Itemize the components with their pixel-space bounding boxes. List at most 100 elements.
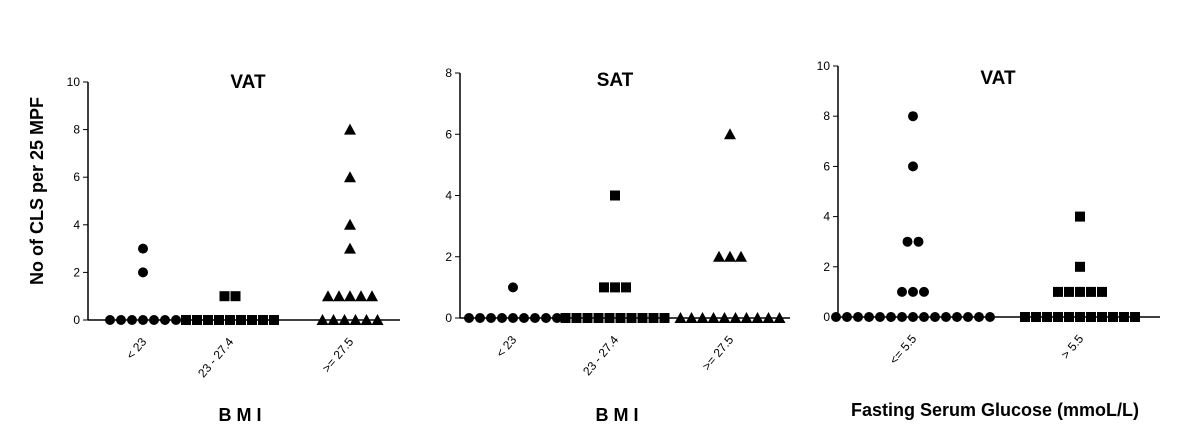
point [1031, 312, 1041, 322]
point [582, 313, 593, 323]
y-tick-label: 6 [445, 127, 452, 141]
point [610, 190, 620, 201]
point [192, 315, 202, 325]
point [735, 250, 747, 262]
y-tick-label: 10 [817, 59, 831, 73]
chart-title: VAT [980, 68, 1016, 89]
point [1020, 312, 1030, 322]
point [637, 313, 648, 323]
point [247, 315, 257, 325]
point [127, 315, 137, 325]
y-tick-label: 0 [823, 310, 830, 324]
point [219, 291, 230, 302]
point [366, 290, 378, 302]
point [344, 290, 356, 302]
y-tick-label: 4 [73, 218, 80, 232]
point [913, 236, 924, 247]
point [1064, 312, 1074, 322]
point [902, 236, 913, 247]
point [1075, 312, 1085, 322]
chart-title: VAT [230, 72, 266, 93]
point [930, 312, 940, 322]
point [593, 313, 604, 323]
point [497, 313, 507, 323]
point [225, 315, 235, 325]
point [1075, 286, 1085, 297]
point [360, 314, 373, 325]
point [214, 315, 224, 325]
point [674, 312, 687, 323]
point [751, 312, 764, 323]
y-tick-label: 2 [73, 265, 80, 279]
point [105, 315, 115, 325]
chart-title: SAT [597, 70, 634, 91]
point [908, 286, 918, 297]
point [696, 312, 709, 323]
point [919, 312, 929, 322]
point [908, 111, 918, 122]
point [349, 314, 362, 325]
point [762, 312, 775, 323]
x-tick-label: > 5.5 [1058, 332, 1086, 362]
y-tick-label: 8 [73, 123, 80, 137]
point [1075, 211, 1085, 222]
y-tick-label: 8 [445, 66, 452, 80]
point [1075, 261, 1085, 272]
point [685, 312, 698, 323]
point [897, 312, 907, 322]
point [344, 171, 356, 183]
point [355, 290, 367, 302]
point [344, 123, 356, 135]
point [610, 282, 620, 293]
point [621, 282, 631, 293]
point [138, 243, 148, 254]
x-tick-label: 23 - 27.4 [580, 333, 621, 379]
point [963, 312, 973, 322]
point [1042, 312, 1052, 322]
point [1097, 312, 1107, 322]
point [571, 313, 582, 323]
point [1119, 312, 1129, 322]
point [941, 312, 951, 322]
point [138, 315, 148, 325]
point [333, 290, 345, 302]
point [519, 313, 529, 323]
y-axis-label: No of CLS per 25 MPF [27, 97, 47, 285]
point [530, 313, 540, 323]
point [1053, 286, 1063, 297]
point [552, 313, 562, 323]
point [327, 314, 340, 325]
point [371, 314, 384, 325]
point [116, 315, 126, 325]
point [707, 312, 720, 323]
y-tick-label: 0 [73, 313, 80, 327]
point [203, 315, 213, 325]
x-tick-label: >= 27.5 [319, 335, 356, 375]
point [740, 312, 753, 323]
x-tick-label: <= 5.5 [887, 332, 920, 367]
point [952, 312, 962, 322]
point [1053, 312, 1063, 322]
x-axis-label: Fasting Serum Glucose (mmoL/L) [851, 400, 1139, 420]
point [1130, 312, 1140, 322]
point [149, 315, 159, 325]
point [729, 312, 742, 323]
point [908, 161, 918, 172]
point [475, 313, 485, 323]
point [1086, 312, 1096, 322]
point [236, 315, 246, 325]
y-tick-label: 4 [445, 189, 452, 203]
x-tick-label: 23 - 27.4 [195, 335, 236, 381]
point [985, 312, 995, 322]
point [344, 242, 356, 254]
y-tick-label: 4 [823, 210, 830, 224]
point [464, 313, 474, 323]
x-tick-label: < 23 [493, 333, 519, 360]
point [560, 313, 571, 323]
point [1097, 286, 1107, 297]
point [648, 313, 659, 323]
point [486, 313, 496, 323]
point [604, 313, 615, 323]
y-tick-label: 8 [823, 109, 830, 123]
